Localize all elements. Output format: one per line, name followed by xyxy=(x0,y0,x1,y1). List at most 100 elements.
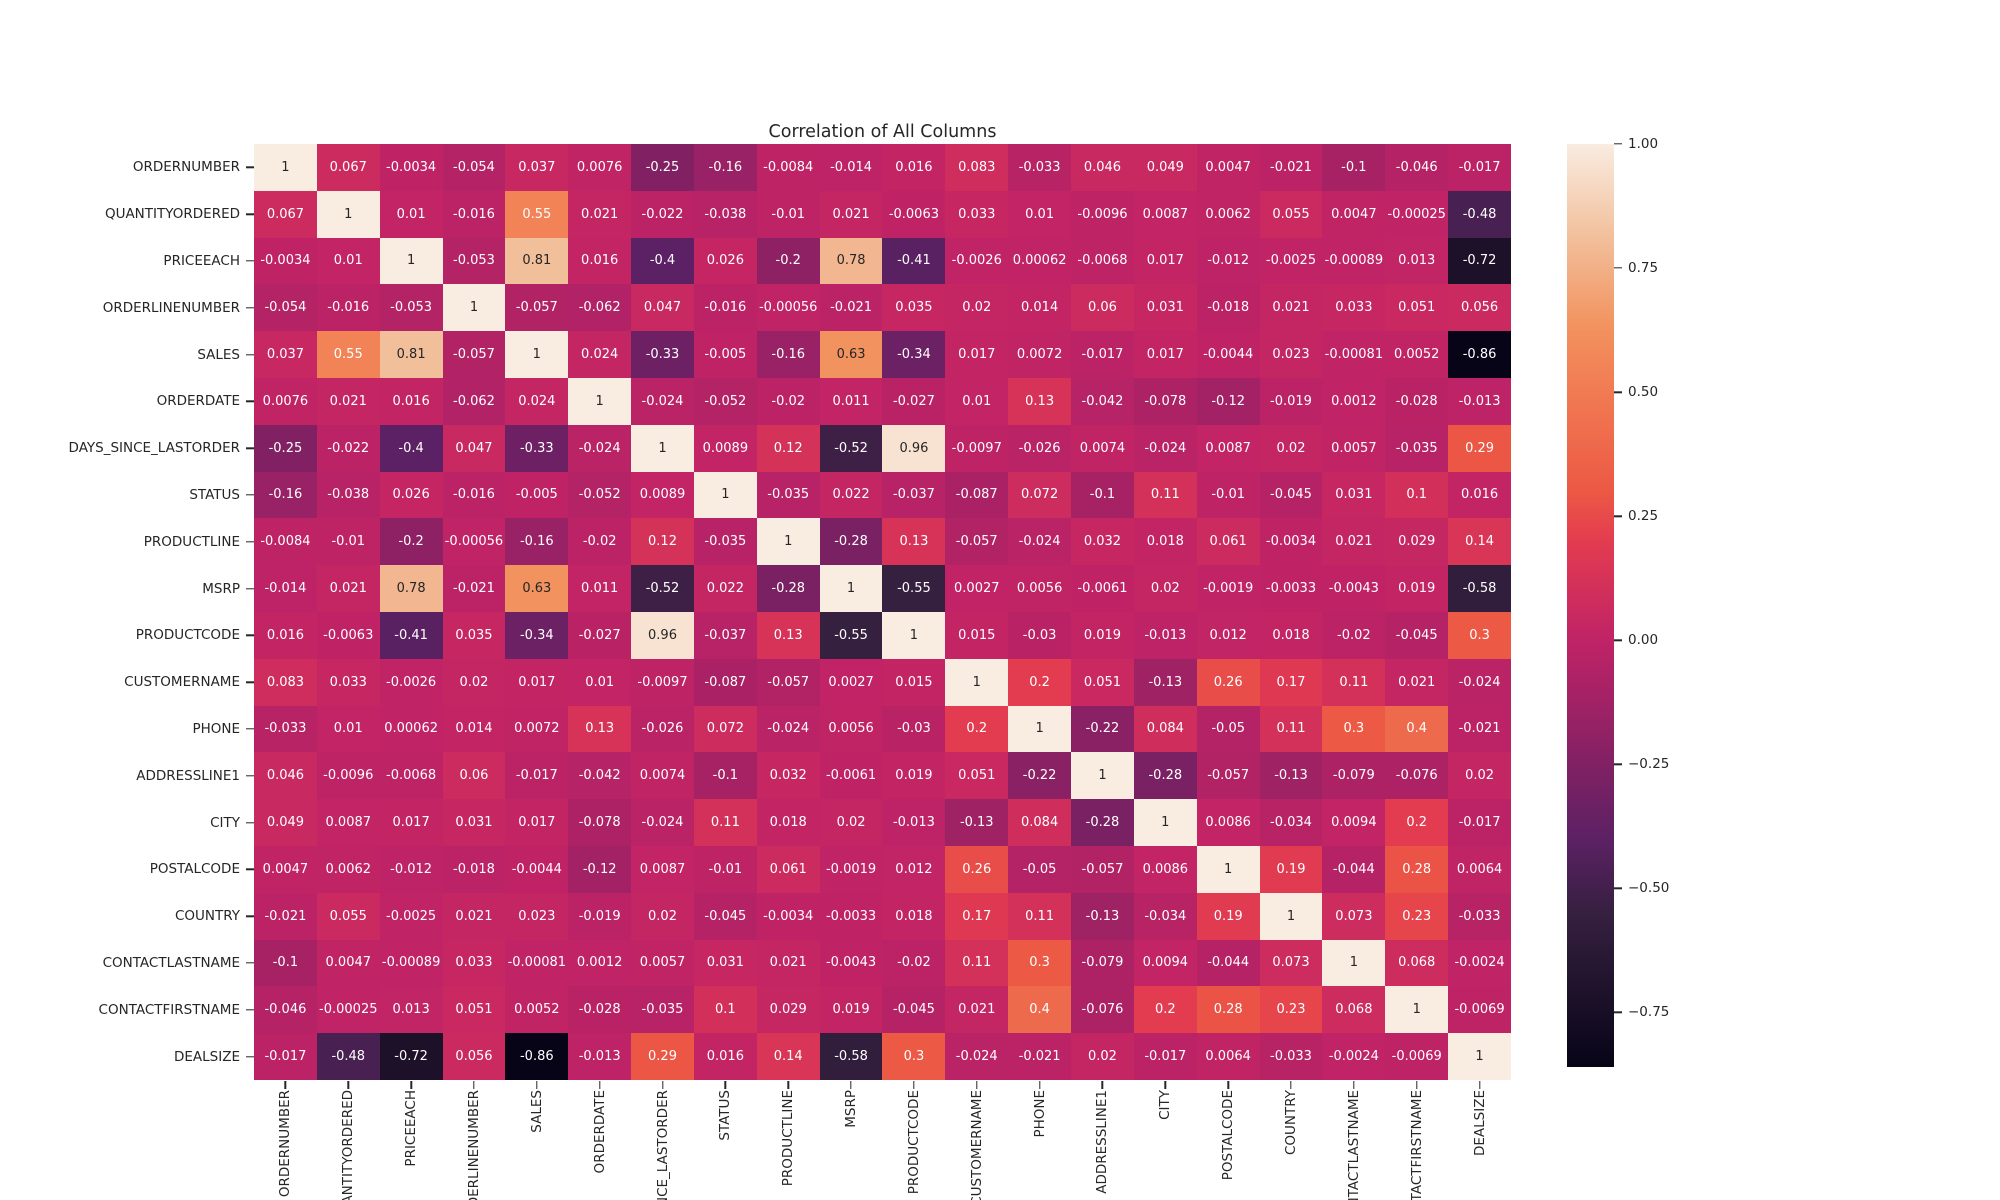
y-tick-label: ORDERLINENUMBER xyxy=(102,299,240,316)
heatmap-cell: -0.035 xyxy=(1385,424,1449,472)
heatmap-cell: -0.25 xyxy=(631,144,694,191)
heatmap-cell: 0.26 xyxy=(945,845,1009,893)
heatmap-cell: 0.017 xyxy=(1133,237,1197,285)
heatmap-cell: -0.55 xyxy=(819,611,883,659)
heatmap-cell: -0.16 xyxy=(756,331,820,378)
heatmap-cell: 0.019 xyxy=(1385,565,1449,612)
y-tick-label: QUANTITYORDERED xyxy=(104,206,240,223)
heatmap-cell: 0.017 xyxy=(1133,331,1197,378)
heatmap-cell: 0.19 xyxy=(1259,845,1323,893)
heatmap-cell: -0.0033 xyxy=(1259,565,1323,612)
heatmap-cell: 1 xyxy=(1322,939,1386,987)
heatmap-cell: 0.015 xyxy=(945,611,1009,659)
heatmap-cell: -0.026 xyxy=(1008,424,1072,472)
heatmap-cell: 0.14 xyxy=(756,1033,820,1080)
heatmap-cell: -0.042 xyxy=(1071,377,1134,425)
heatmap-cell: 1 xyxy=(1448,1033,1511,1080)
heatmap-cell: -0.016 xyxy=(316,284,380,332)
colorbar-tick-label: −0.75 xyxy=(1628,1004,1670,1021)
heatmap-cell: -0.33 xyxy=(631,331,694,378)
heatmap-cell: -0.0034 xyxy=(756,892,820,940)
heatmap-cell: -0.035 xyxy=(631,986,694,1034)
heatmap-cell: -0.1 xyxy=(1322,144,1386,191)
heatmap-cell: 1 xyxy=(756,518,820,566)
heatmap-cell: -0.00089 xyxy=(379,939,443,987)
heatmap-cell: 0.11 xyxy=(693,799,757,846)
heatmap-cell: 0.02 xyxy=(1133,565,1197,612)
colorbar-tick-label: 0.25 xyxy=(1628,508,1659,525)
heatmap-cell: 0.013 xyxy=(379,986,443,1034)
heatmap-cell: 0.2 xyxy=(1385,799,1449,846)
heatmap-cell: 0.061 xyxy=(756,845,820,893)
heatmap-cell: -0.005 xyxy=(505,471,569,519)
heatmap-cell: 0.021 xyxy=(819,190,883,238)
x-tick-mark xyxy=(1290,1081,1292,1089)
y-tick-label: ORDERNUMBER xyxy=(132,159,240,176)
heatmap-cell: 1 xyxy=(316,190,380,238)
heatmap-cell: 0.55 xyxy=(505,190,569,238)
heatmap-cell: 0.033 xyxy=(316,658,380,706)
x-tick-mark xyxy=(473,1081,475,1089)
heatmap-cell: -0.013 xyxy=(1448,377,1511,425)
chart-title: Correlation of All Columns xyxy=(768,122,997,142)
heatmap-cell: -0.017 xyxy=(505,752,569,800)
y-tick-mark xyxy=(246,494,254,496)
heatmap-cell: 0.0074 xyxy=(1071,424,1134,472)
y-tick-label: ORDERDATE xyxy=(156,393,240,410)
heatmap-cell: -0.057 xyxy=(756,658,820,706)
heatmap-cell: -0.1 xyxy=(693,752,757,800)
heatmap-cell: 0.014 xyxy=(1008,284,1072,332)
heatmap-cell: 0.021 xyxy=(945,986,1009,1034)
heatmap-cell: 0.019 xyxy=(882,752,946,800)
heatmap-cell: 0.0087 xyxy=(631,845,694,893)
heatmap-cell: 1 xyxy=(882,611,946,659)
heatmap-cell: 0.073 xyxy=(1259,939,1323,987)
heatmap-cell: 0.0064 xyxy=(1448,845,1511,893)
heatmap-cell: -0.052 xyxy=(693,377,757,425)
heatmap-cell: -0.25 xyxy=(254,424,317,472)
heatmap-cell: -0.042 xyxy=(568,752,632,800)
heatmap-cell: -0.0043 xyxy=(819,939,883,987)
heatmap-cell: 0.017 xyxy=(505,799,569,846)
heatmap-cell: 0.072 xyxy=(1008,471,1072,519)
heatmap-cell: -0.0026 xyxy=(945,237,1009,285)
heatmap-cell: -0.033 xyxy=(1008,144,1072,191)
heatmap-cell: -0.0019 xyxy=(819,845,883,893)
heatmap-cell: 0.019 xyxy=(1071,611,1134,659)
heatmap-cell: 0.0062 xyxy=(1196,190,1260,238)
colorbar-tick-label: 0.00 xyxy=(1628,632,1659,649)
x-tick-label: PRODUCTCODE xyxy=(905,1090,922,1195)
heatmap-cell: -0.0061 xyxy=(1071,565,1134,612)
heatmap-cell: -0.4 xyxy=(379,424,443,472)
heatmap-cell: -0.038 xyxy=(316,471,380,519)
y-tick-mark xyxy=(246,868,254,871)
colorbar-tick-mark xyxy=(1614,639,1622,641)
x-tick-label: PHONE xyxy=(1031,1090,1048,1138)
heatmap-cell: 0.2 xyxy=(1133,986,1197,1034)
heatmap-cell: 0.96 xyxy=(882,424,946,472)
y-tick-label: CITY xyxy=(210,814,240,831)
heatmap-cell: -0.012 xyxy=(1196,237,1260,285)
heatmap-cell: 0.083 xyxy=(945,144,1009,191)
heatmap-cell: -0.016 xyxy=(693,284,757,332)
heatmap-cell: 0.0047 xyxy=(1196,144,1260,191)
heatmap-cell: -0.024 xyxy=(631,377,694,425)
heatmap-cell: 0.23 xyxy=(1385,892,1449,940)
heatmap-cell: -0.024 xyxy=(1008,518,1072,566)
colorbar-tick-label: −0.25 xyxy=(1628,756,1670,773)
heatmap-cell: -0.00089 xyxy=(1322,237,1386,285)
heatmap-cell: 0.033 xyxy=(1322,284,1386,332)
heatmap-cell: 0.2 xyxy=(945,705,1009,753)
y-tick-label: PRODUCTCODE xyxy=(135,627,240,644)
heatmap-cell: 0.26 xyxy=(1196,658,1260,706)
heatmap-cell: -0.017 xyxy=(1448,799,1511,846)
x-tick-mark xyxy=(1164,1081,1167,1089)
heatmap-cell: 0.035 xyxy=(882,284,946,332)
y-tick-label: MSRP xyxy=(202,580,240,597)
heatmap-cell: 0.19 xyxy=(1196,892,1260,940)
x-tick-mark xyxy=(347,1081,349,1089)
heatmap-cell: -0.12 xyxy=(568,845,632,893)
heatmap-cell: 0.018 xyxy=(882,892,946,940)
heatmap-cell: 0.011 xyxy=(568,565,632,612)
heatmap-cell: 0.3 xyxy=(882,1033,946,1080)
